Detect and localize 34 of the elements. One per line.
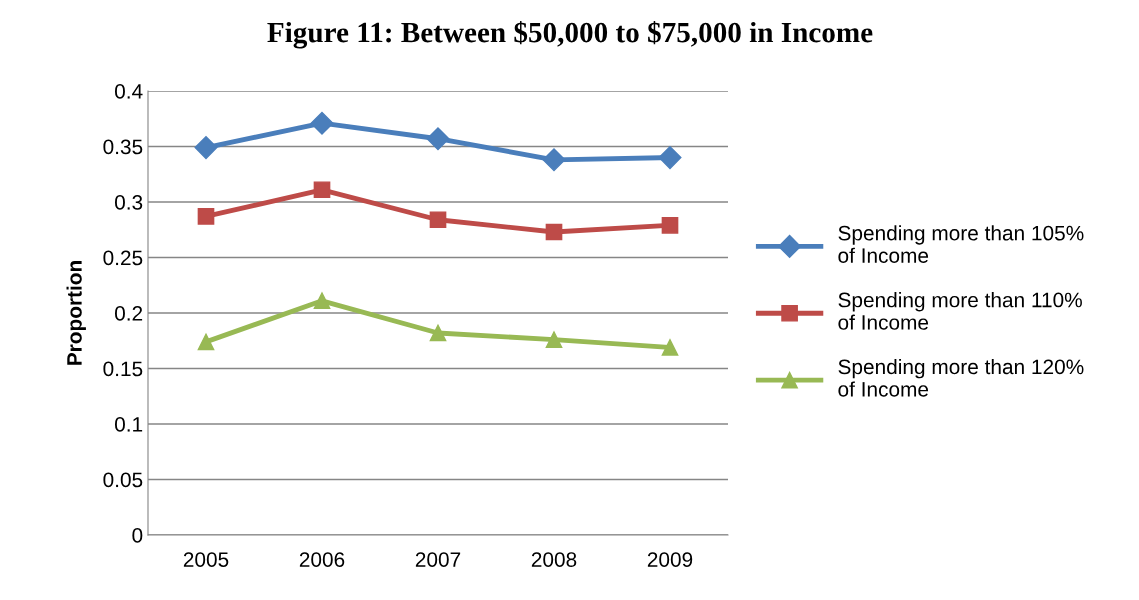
x-tick-label: 2006 [299,552,345,567]
y-tick-label: 0.3 [114,195,143,210]
y-axis-title: Proportion [66,261,86,365]
point [197,208,215,225]
point [658,146,682,170]
chart-title: Figure 11: Between $50,000 to $75,000 in Income [267,21,873,49]
point [661,339,679,356]
legend-label: Spending more than 105% of Income [838,225,1084,263]
y-tick-label: 0.25 [103,250,143,266]
y-tick-label: 0.05 [103,472,143,488]
y-tick-label: 0.35 [103,139,143,155]
point [313,181,331,199]
point [310,111,334,135]
x-tick-label: 2009 [647,552,693,567]
y-tick-label: 0 [132,528,143,543]
point [426,127,450,151]
point [197,333,215,351]
legend-label: Spending more than 110% of Income [838,292,1082,330]
point [545,223,563,241]
legend-label: Spending more than 120% of Income [838,358,1084,397]
point [542,148,566,172]
point [429,211,447,229]
x-tick-label: 2008 [531,552,577,567]
point [545,331,563,348]
y-tick-label: 0.1 [114,417,143,432]
point [194,136,218,160]
point [429,324,447,342]
y-tick-label: 0.4 [114,84,143,99]
x-tick-label: 2005 [183,552,229,567]
x-tick-label: 2007 [415,552,461,567]
y-tick-label: 0.15 [103,361,143,377]
point [661,216,679,234]
point [313,292,331,310]
y-tick-label: 0.2 [114,306,143,321]
